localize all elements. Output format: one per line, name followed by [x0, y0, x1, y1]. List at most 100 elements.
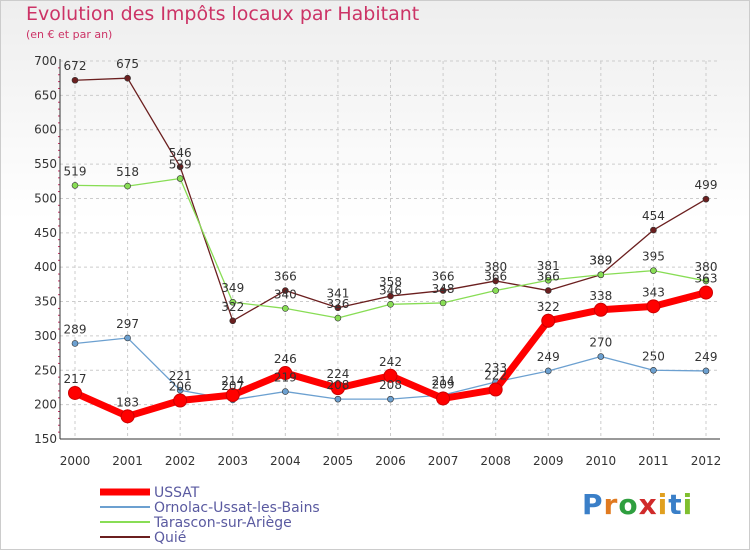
data-label-2-10: 389 — [589, 254, 612, 268]
data-label-2-5: 326 — [326, 297, 349, 311]
data-label-2-12: 380 — [695, 260, 718, 274]
data-point-2-7 — [439, 299, 447, 307]
data-label-3-4: 366 — [274, 270, 297, 284]
data-label-0-8: 222 — [484, 369, 507, 383]
data-label-1-3: 207 — [221, 379, 244, 393]
x-tick-label-2008: 2008 — [480, 454, 511, 468]
data-point-2-11 — [650, 267, 657, 274]
y-tick-label-150: 150 — [34, 432, 57, 446]
data-point-3-4 — [282, 287, 289, 294]
data-point-2-12 — [702, 277, 710, 285]
data-label-0-6: 242 — [379, 355, 402, 369]
legend-label-1: Ornolac-Ussat-les-Bains — [154, 500, 320, 516]
data-label-1-10: 270 — [589, 336, 612, 350]
data-point-3-3 — [229, 317, 237, 325]
logo-letter: i — [657, 488, 669, 521]
y-tick-label-200: 200 — [34, 398, 57, 412]
data-point-1-1 — [124, 334, 131, 342]
data-label-1-7: 214 — [432, 374, 455, 388]
grid-lines — [60, 60, 720, 440]
y-tick-label-400: 400 — [34, 260, 57, 274]
x-tick-label-2005: 2005 — [323, 454, 354, 468]
data-point-1-5 — [334, 395, 342, 403]
data-point-1-6 — [387, 395, 394, 403]
data-label-0-10: 338 — [589, 289, 612, 303]
data-label-3-2: 546 — [169, 146, 192, 160]
data-label-0-4: 246 — [274, 352, 297, 366]
y-tick-label-300: 300 — [34, 329, 57, 343]
data-label-2-7: 348 — [432, 282, 455, 296]
y-tick-label-250: 250 — [34, 363, 57, 377]
x-tick-label-2006: 2006 — [375, 454, 406, 468]
y-tick-label-600: 600 — [34, 123, 57, 137]
data-label-2-6: 346 — [379, 283, 402, 297]
chart-subtitle: (en € et par an) — [26, 28, 113, 41]
data-point-2-5 — [334, 314, 342, 322]
data-label-3-10: 389 — [589, 254, 612, 268]
x-tick-label-2001: 2001 — [112, 454, 143, 468]
y-tick-label-550: 550 — [34, 157, 57, 171]
data-labels: 217 183 206 214 246 224 242 209 222 322 338 343 363 2… — [64, 57, 718, 409]
data-point-0-12 — [699, 285, 713, 300]
data-label-3-5: 341 — [326, 287, 349, 301]
data-point-0-9 — [541, 313, 556, 328]
data-label-1-8: 233 — [484, 361, 507, 375]
x-tick-label-2009: 2009 — [533, 454, 564, 468]
data-label-3-8: 380 — [484, 260, 507, 274]
proxiti-logo: Proxiti — [582, 488, 693, 521]
data-point-3-5 — [334, 304, 342, 312]
data-point-0-11 — [646, 299, 661, 314]
logo-letter: o — [618, 488, 639, 521]
data-point-2-8 — [492, 287, 499, 294]
data-point-3-2 — [176, 163, 184, 171]
data-label-1-6: 208 — [379, 378, 402, 392]
legend: USSATOrnolac-Ussat-les-BainsTarascon-sur… — [100, 485, 320, 546]
data-point-2-10 — [597, 271, 605, 279]
data-point-2-4 — [282, 305, 289, 312]
data-point-3-6 — [387, 292, 394, 300]
data-label-0-5: 224 — [326, 367, 349, 381]
data-label-3-12: 499 — [695, 178, 718, 192]
data-label-2-11: 395 — [642, 250, 665, 264]
data-point-1-0 — [71, 340, 79, 347]
data-label-1-11: 250 — [642, 349, 665, 363]
data-point-3-12 — [702, 195, 710, 203]
data-point-3-7 — [439, 287, 447, 294]
data-point-2-9 — [544, 276, 552, 284]
data-label-3-1: 675 — [116, 57, 139, 71]
x-tick-label-2002: 2002 — [165, 454, 196, 468]
data-point-0-3 — [225, 388, 240, 403]
axes — [58, 59, 720, 440]
data-point-0-2 — [173, 393, 188, 408]
logo-letter: r — [603, 488, 619, 521]
data-point-2-1 — [124, 182, 131, 190]
data-point-0-6 — [383, 368, 398, 383]
data-label-0-0: 217 — [64, 372, 87, 386]
x-tick-labels: 2000 2001 2002 2003 2004 2005 2006 2007 2008 2009… — [60, 454, 722, 468]
data-label-0-12: 363 — [695, 272, 718, 286]
data-label-3-7: 366 — [432, 270, 455, 284]
data-label-0-11: 343 — [642, 285, 665, 299]
x-tick-label-2010: 2010 — [586, 454, 617, 468]
x-tick-label-2012: 2012 — [691, 454, 722, 468]
data-point-1-4 — [282, 388, 289, 395]
legend-label-2: Tarascon-sur-Ariège — [153, 515, 292, 531]
data-point-0-1 — [120, 409, 135, 424]
y-tick-label-650: 650 — [34, 88, 57, 102]
data-point-2-6 — [387, 300, 394, 308]
data-label-1-2: 221 — [169, 369, 192, 383]
data-point-3-11 — [650, 226, 657, 234]
data-label-2-1: 518 — [116, 165, 139, 179]
data-label-1-5: 208 — [326, 378, 349, 392]
x-tick-label-2000: 2000 — [60, 454, 91, 468]
data-point-0-5 — [330, 381, 345, 396]
data-label-2-0: 519 — [64, 164, 87, 178]
data-label-1-4: 219 — [274, 371, 297, 385]
data-label-1-9: 249 — [537, 350, 560, 364]
data-point-0-4 — [278, 366, 293, 381]
logo-letter: x — [638, 488, 658, 521]
data-label-2-2: 529 — [169, 158, 192, 172]
data-label-2-4: 340 — [274, 287, 297, 301]
y-tick-label-700: 700 — [34, 54, 57, 68]
